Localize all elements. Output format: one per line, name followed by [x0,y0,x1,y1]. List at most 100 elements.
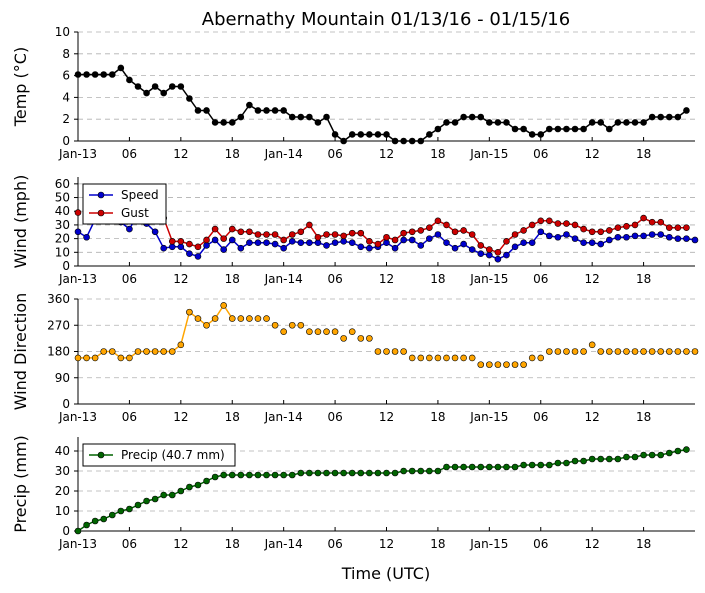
x-tick-label: 06 [327,272,342,286]
data-point [280,107,287,114]
data-point [151,83,159,90]
data-point [254,315,262,322]
x-tick-label: 06 [122,410,137,424]
y-tick-label: 30 [55,218,70,232]
data-point [280,328,287,335]
data-point [571,235,579,242]
data-point [683,348,690,355]
data-point [340,137,347,145]
chart-panels: 0 2 4 6 8 10 Jan-13 06 12 18 Jan-14 06 12 18 Jan-15 06 1… [11,25,699,551]
data-point [528,354,536,362]
data-point [451,463,459,471]
legend-marker [97,451,105,459]
data-point [151,495,159,503]
data-point [331,469,339,477]
data-point [408,228,416,236]
x-tick-label: Jan-15 [469,272,508,286]
data-point [528,221,536,229]
data-point [597,228,605,236]
data-point [460,240,467,248]
data-point [434,125,442,133]
y-axis-label: Wind (mph) [11,175,30,269]
data-point [683,107,690,114]
data-point [246,101,253,109]
data-point [203,107,210,114]
data-point [91,71,99,78]
data-point [443,463,450,471]
y-tick-label: 50 [55,191,70,205]
data-point [220,235,227,242]
data-point [126,225,133,233]
data-point [468,113,476,121]
data-point [83,354,90,362]
data-point [366,469,373,477]
data-point [606,236,613,244]
data-point [177,238,185,245]
data-point [126,354,133,362]
x-tick-label: 18 [636,272,651,286]
data-point [563,231,570,238]
data-point [657,218,665,226]
data-point [374,348,382,355]
data-point [306,239,313,247]
data-point [323,231,330,238]
data-point [528,461,536,469]
data-point [400,348,407,355]
data-point [546,217,553,225]
data-point [314,119,322,126]
data-point [674,224,682,231]
data-point [623,453,630,461]
data-point [580,239,587,247]
data-point [366,244,373,252]
data-point [177,83,185,90]
data-point [417,242,425,249]
data-point [280,236,287,244]
x-tick-label: Jan-13 [58,537,97,551]
data-point [263,231,270,238]
data-point [168,348,176,355]
x-tick-label: 12 [173,410,188,424]
data-point [648,218,656,226]
legend: Speed Gust [82,183,167,225]
legend-box [82,443,236,467]
data-point [168,83,176,90]
data-point [494,361,502,368]
data-point [468,354,476,362]
legend-marker [97,209,105,217]
y-tick-label: 40 [55,444,70,458]
data-point [383,348,390,355]
x-tick-label: Jan-13 [58,410,97,424]
data-point [288,238,296,245]
x-tick-label: 12 [585,537,600,551]
x-tick-label: Jan-14 [264,537,303,551]
y-tick-label: 360 [47,292,70,306]
data-point [494,119,502,126]
data-point [331,328,339,335]
data-point [683,224,690,231]
data-point [271,231,279,238]
y-tick-label: 40 [55,204,70,218]
data-point [348,229,356,237]
data-point [348,239,356,247]
x-tick-label: 18 [430,147,445,161]
data-point [186,250,193,257]
data-point [648,348,656,355]
data-point [468,231,476,238]
data-point [288,471,296,479]
data-point [554,459,562,467]
data-point [374,131,382,138]
data-point [340,335,347,342]
data-point [160,348,167,355]
data-point [357,469,365,477]
data-point [588,228,596,236]
x-tick-label: 06 [533,537,548,551]
data-point [237,228,245,236]
data-point [400,236,407,244]
data-point [143,89,150,97]
y-tick-label: 20 [55,484,70,498]
data-point [220,471,227,479]
data-point [254,239,262,247]
data-point [83,521,90,529]
data-point [271,471,279,479]
